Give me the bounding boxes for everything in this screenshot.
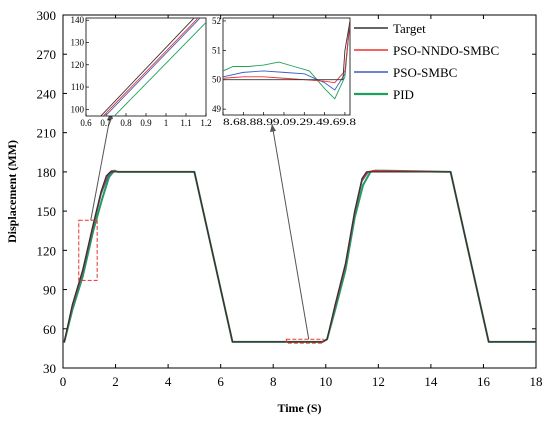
series-line-target xyxy=(63,171,536,343)
x-tick-label: 8 xyxy=(270,374,277,389)
inset-1-y-tick-label: 110 xyxy=(71,82,85,92)
inset-2-y-tick-label: 52 xyxy=(212,16,221,26)
series-line-pid xyxy=(63,169,536,343)
inset-1-x-tick-label: 0.8 xyxy=(120,118,132,128)
inset-2-x-tick-labels: 8.68.88.99.09.29.49.69.8 xyxy=(223,117,357,127)
y-tick-label: 240 xyxy=(37,86,57,101)
inset-2-y-tick-label: 49 xyxy=(212,104,222,114)
y-tick-label: 270 xyxy=(37,47,57,62)
inset-1-x-tick-label: 0.7 xyxy=(100,118,112,128)
inset-2-y-tick-label: 51 xyxy=(212,45,221,55)
x-tick-label: 14 xyxy=(424,374,438,389)
inset-1-x-tick-label: 0.9 xyxy=(140,118,152,128)
y-tick-label: 180 xyxy=(37,165,57,180)
legend-label-pid: PID xyxy=(393,87,414,102)
inset-1-series-nndo xyxy=(102,18,199,116)
x-tick-label: 10 xyxy=(319,374,332,389)
inset-2-series-lines xyxy=(223,20,350,100)
x-tick-label: 2 xyxy=(112,374,119,389)
legend-label-target: Target xyxy=(393,21,426,36)
series-lines xyxy=(63,169,536,343)
inset-zoom-1: 100 110 120 130 140 0.6 0.7 0.8 0.9 1 1.1 1.2 xyxy=(71,15,212,128)
inset-2-y-tick-label: 50 xyxy=(212,75,222,85)
x-tick-label: 0 xyxy=(60,374,67,389)
inset-2-series-target xyxy=(223,20,350,81)
x-tick-label: 4 xyxy=(165,374,172,389)
inset-1-frame xyxy=(85,17,207,117)
y-tick-label: 120 xyxy=(37,243,57,258)
inset-2-series-smbc xyxy=(223,20,350,91)
inset-1-series-lines xyxy=(100,18,206,116)
legend-label-nndo: PSO-NNDO-SMBC xyxy=(393,43,499,58)
inset-1-x-tick-label: 1.2 xyxy=(200,118,211,128)
zoom-arrow-2-head xyxy=(270,124,276,132)
y-axis-title: Displacement (MM) xyxy=(5,140,19,243)
zoom-arrow-1 xyxy=(90,111,112,221)
inset-1-series-smbc xyxy=(104,18,201,116)
y-tick-label: 210 xyxy=(37,126,57,141)
series-line-nndo xyxy=(63,169,536,343)
y-tick-label: 90 xyxy=(43,283,56,298)
zoom-arrow-2 xyxy=(271,123,310,340)
inset-1-x-tick-label: 1.1 xyxy=(180,118,191,128)
plot-frame xyxy=(62,14,537,369)
y-tick-label: 30 xyxy=(43,361,56,376)
inset-zoom-2: 49 50 51 52 8.68.88.99.09.29.49.69.8 xyxy=(212,16,357,127)
inset-1-y-tick-label: 120 xyxy=(71,60,85,70)
inset-1-y-tick-label: 130 xyxy=(71,38,85,48)
inset-1-series-pid xyxy=(113,22,206,116)
zoom-box-2 xyxy=(285,338,324,344)
y-tick-label: 300 xyxy=(37,8,57,23)
legend-label-smbc: PSO-SMBC xyxy=(393,65,457,80)
x-tick-label: 6 xyxy=(217,374,224,389)
inset-1-x-tick-label: 0.6 xyxy=(80,118,92,128)
x-axis-title: Time (S) xyxy=(277,401,321,415)
x-tick-label: 12 xyxy=(372,374,385,389)
inset-2-series-pid xyxy=(223,20,350,100)
y-tick-label: 150 xyxy=(37,204,57,219)
x-tick-label: 18 xyxy=(530,374,543,389)
x-tick-label: 16 xyxy=(477,374,491,389)
inset-1-y-tick-label: 100 xyxy=(71,104,85,114)
legend: Target PSO-NNDO-SMBC PSO-SMBC PID xyxy=(354,21,499,102)
inset-1-series-target xyxy=(100,18,195,116)
inset-1-y-tick-label: 140 xyxy=(71,15,85,25)
inset-1-x-tick-label: 1 xyxy=(164,118,169,128)
series-line-smbc xyxy=(63,169,536,343)
y-tick-label: 60 xyxy=(43,322,56,337)
zoom-box-1 xyxy=(78,219,98,281)
